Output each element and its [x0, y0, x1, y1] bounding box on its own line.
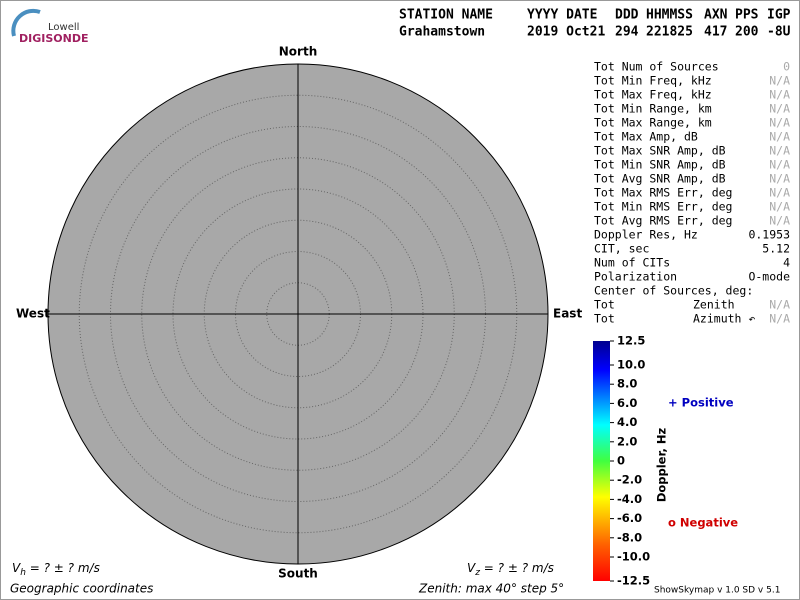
legend-negative: o Negative: [668, 516, 738, 530]
colorbar-tick-label: 10.0: [617, 358, 645, 372]
stat-value: N/A: [769, 144, 790, 158]
rest: = ? ± ? m/s: [480, 561, 554, 575]
coords: Geographic coordinates: [10, 582, 153, 596]
colorbar-tick-label: 12.5: [617, 334, 645, 348]
colorbar: [593, 341, 610, 581]
header-value: -8U: [767, 25, 791, 40]
header-value: 200: [735, 25, 759, 40]
stat-value: N/A: [769, 298, 790, 312]
header-value: 417: [704, 25, 727, 40]
colorbar-tick-label: 2.0: [617, 434, 637, 448]
stat-name: Azimuth ↶: [693, 312, 755, 326]
stat-value: O-mode: [748, 270, 790, 284]
stat-label: Tot Min RMS Err, deg: [594, 200, 732, 214]
colorbar-tick-label: -2.0: [617, 473, 642, 487]
direction-label: South: [278, 567, 318, 581]
sky-plot: [47, 63, 549, 565]
vz: Vz = ? ± ? m/s: [467, 561, 554, 578]
colorbar-tick-label: -4.0: [617, 492, 642, 506]
sub: z: [474, 568, 480, 578]
stat-value: 0.1953: [748, 228, 790, 242]
logo-text: Lowell: [48, 22, 79, 33]
colorbar-tick-label: -6.0: [617, 511, 642, 525]
stat-value: 5.12: [762, 242, 790, 256]
header-label: IGP: [767, 8, 791, 23]
stat-value: N/A: [769, 312, 790, 326]
stat-label: Tot Max Freq, kHz: [594, 88, 712, 102]
version: ShowSkymap v 1.0 SD v 5.1: [654, 586, 780, 596]
stat-value: N/A: [769, 186, 790, 200]
colorbar-tick-label: -12.5: [617, 574, 650, 588]
stat-label: Tot Max SNR Amp, dB: [594, 144, 726, 158]
stat-label: Tot Avg SNR Amp, dB: [594, 172, 726, 186]
v: V: [467, 561, 476, 575]
colorbar-tick-label: 4.0: [617, 415, 637, 429]
header-label: YYYY DATE: [527, 8, 597, 23]
logo-text: DIGISONDE: [19, 32, 88, 45]
header-label: PPS: [735, 8, 759, 23]
v: V: [12, 561, 21, 575]
center-title: Center of Sources, deg:: [594, 284, 753, 298]
stat-label: Num of CITs: [594, 256, 670, 270]
direction-label: North: [279, 45, 317, 59]
vh: Vh = ? ± ? m/s: [12, 561, 100, 578]
stat-label: Doppler Res, Hz: [594, 228, 698, 242]
colorbar-tick-label: 0: [617, 454, 625, 468]
stat-value: N/A: [769, 74, 790, 88]
stat-label: Tot Min Freq, kHz: [594, 74, 712, 88]
stat-label: Tot Max Range, km: [594, 116, 712, 130]
legend-positive: + Positive: [668, 396, 734, 410]
stat-label: Tot Num of Sources: [594, 60, 719, 74]
stat-value: N/A: [769, 102, 790, 116]
stat-label: Tot: [594, 298, 615, 312]
colorbar-label: Doppler, Hz: [655, 428, 669, 503]
colorbar-tick-label: -10.0: [617, 550, 650, 564]
stat-value: N/A: [769, 214, 790, 228]
direction-label: East: [553, 307, 582, 321]
colorbar-tick-label: -8.0: [617, 530, 642, 544]
stat-value: N/A: [769, 130, 790, 144]
stat-label: Tot Min SNR Amp, dB: [594, 158, 726, 172]
stat-label: Tot Avg RMS Err, deg: [594, 214, 732, 228]
stat-label: Tot Max RMS Err, deg: [594, 186, 732, 200]
stat-label: Tot Min Range, km: [594, 102, 712, 116]
rest: = ? ± ? m/s: [26, 561, 100, 575]
stat-label: Tot Max Amp, dB: [594, 130, 698, 144]
colorbar-tick-label: 6.0: [617, 396, 637, 410]
stat-value: N/A: [769, 88, 790, 102]
logo-arc: [11, 8, 41, 37]
header-label: HHMMSS: [646, 8, 693, 23]
stat-value: N/A: [769, 172, 790, 186]
header-value: 221825: [646, 25, 693, 40]
header-value: 294: [615, 25, 639, 40]
header-value: Grahamstown: [399, 25, 485, 40]
stat-value: N/A: [769, 158, 790, 172]
stat-value: 4: [783, 256, 790, 270]
header-label: STATION NAME: [399, 8, 493, 23]
sub: h: [20, 568, 26, 578]
stat-label: Polarization: [594, 270, 677, 284]
colorbar-tick-label: 8.0: [617, 377, 637, 391]
stat-label: Tot: [594, 312, 615, 326]
stat-name: Zenith: [693, 298, 735, 312]
stat-value: N/A: [769, 116, 790, 130]
stat-label: CIT, sec: [594, 242, 649, 256]
zenith-info: Zenith: max 40° step 5°: [418, 582, 564, 596]
header-value: 2019 Oct21: [527, 25, 605, 40]
direction-label: West: [16, 307, 50, 321]
header-label: DDD: [615, 8, 639, 23]
stat-value: N/A: [769, 200, 790, 214]
stat-value: 0: [783, 60, 790, 74]
header-label: AXN: [704, 8, 728, 23]
